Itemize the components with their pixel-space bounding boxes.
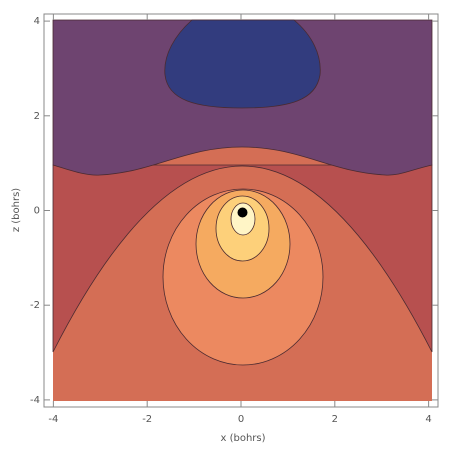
x-tick-label: 0 — [238, 414, 244, 425]
y-tick-label: 4 — [34, 16, 40, 27]
y-tick-label: -2 — [30, 300, 40, 311]
region — [230, 202, 256, 236]
y-tick-label: -4 — [30, 395, 40, 406]
x-tick-label: -2 — [142, 414, 152, 425]
y-tick-label: 0 — [34, 206, 40, 217]
region — [52, 164, 433, 353]
x-axis-label: x (bohrs) — [220, 433, 265, 444]
x-tick-label: 2 — [332, 414, 338, 425]
x-tick-label: -4 — [48, 414, 58, 425]
y-axis-label: z (bohrs) — [11, 188, 22, 232]
region — [164, 19, 321, 109]
y-tick-label: 2 — [34, 111, 40, 122]
x-tick-label: 4 — [425, 414, 431, 425]
nucleus — [237, 207, 248, 218]
contour-regions — [52, 19, 433, 401]
